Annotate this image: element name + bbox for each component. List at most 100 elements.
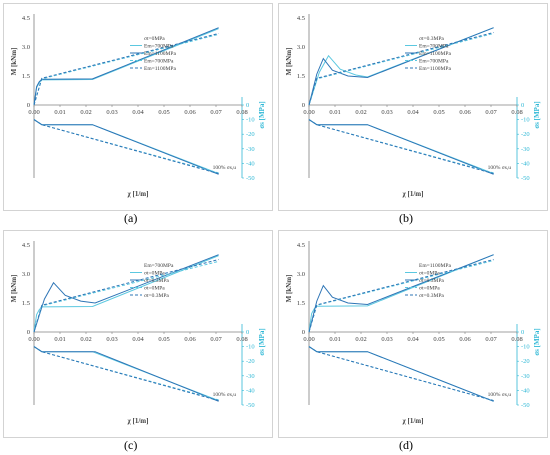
legend-label: Em=700MPa [144,44,174,50]
y2-tick-label: -40 [246,387,255,394]
annotation-label: 100% σs,u [213,165,237,171]
x-tick-label: 0.07 [485,336,497,343]
x-tick-label: 0.07 [485,109,497,116]
series-line [308,259,494,333]
x-axis-label: χ [1/m] [402,417,424,425]
x-tick-label: 0.05 [158,109,169,116]
legend-label: σt=0.3MPa [419,278,444,284]
y-axis-label: M [kNm] [10,275,18,303]
chart-svg: 0.00 0.01 0.02 0.03 0.04 0.05 0.06 0.07 0.0801.5… [10,14,266,198]
x-tick-label: 0.04 [132,109,144,116]
y2-tick-label: 0 [246,102,249,109]
x-tick-label: 0.05 [433,109,444,116]
legend-label: σt=0MPa [144,36,165,42]
y2-tick-label: -50 [246,175,255,182]
y-axis-label: M [kNm] [285,275,293,303]
x-tick-label: 0.04 [132,336,144,343]
y2-tick-label: -40 [246,160,255,167]
legend-label: Em=700MPa [419,44,449,50]
x-axis-label: χ [1/m] [402,190,424,198]
series-line [308,346,494,402]
y2-tick-label: -10 [246,117,255,124]
y2-tick-label: -40 [521,160,530,167]
x-tick-label: 0.06 [184,336,196,343]
y-tick-label: 3.0 [22,271,30,278]
x-tick-label: 0.00 [28,336,39,343]
panel-c: 0.00 0.01 0.02 0.03 0.04 0.05 0.06 0.07 0.08 0 1.5… [0,227,275,454]
y2-tick-label: -50 [521,175,530,182]
series-line [308,119,494,175]
x-tick-label: 0.00 [303,336,314,343]
series-line [33,346,219,402]
y2-tick-label: -30 [521,373,530,380]
chart-frame: 0.00 0.01 0.02 0.03 0.04 0.05 0.06 0.07 0.08 0 1.5… [3,3,273,211]
y2-tick-label: -50 [521,402,530,409]
panel-label: (c) [124,438,138,452]
y-tick-label: 4.5 [297,15,305,22]
chart-svg: 0.00 0.01 0.02 0.03 0.04 0.05 0.06 0.07 0.0801.5… [285,241,541,425]
legend-label: σt=0MPa [144,286,165,292]
y2-tick-label: -30 [521,146,530,153]
x-tick-label: 0.06 [184,109,196,116]
x-tick-label: 0.03 [106,336,117,343]
y-tick-label: 0 [27,102,30,109]
x-tick-label: 0.04 [407,336,419,343]
series-line [33,255,219,333]
panel-d: 0.00 0.01 0.02 0.03 0.04 0.05 0.06 0.07 0.08 0 1.5… [275,227,550,454]
y2-tick-label: -10 [521,344,530,351]
x-tick-label: 0.08 [511,109,522,116]
y2-tick-label: -20 [246,131,255,138]
y-tick-label: 4.5 [22,242,30,249]
x-axis-label: χ [1/m] [127,417,149,425]
y-tick-label: 1.5 [297,300,305,307]
panel-label: (b) [399,211,413,225]
y2-tick-label: 0 [521,102,524,109]
y2-tick-label: -10 [246,344,255,351]
x-tick-label: 0.08 [236,109,247,116]
y-tick-label: 0 [302,102,305,109]
legend-label: σt=0MPa [419,286,440,292]
y-tick-label: 4.5 [22,15,30,22]
series-line [33,346,219,402]
y2-axis-label: σs [MPa] [533,328,541,355]
series-line [33,27,219,106]
legend-label: σt=0MPa [144,271,165,277]
panel-b: 0.00 0.01 0.02 0.03 0.04 0.05 0.06 0.07 0.08 0 1.5… [275,0,550,227]
series-line [308,119,494,175]
x-tick-label: 0.02 [80,109,91,116]
chart-frame: 0.00 0.01 0.02 0.03 0.04 0.05 0.06 0.07 0.08 0 1.5… [3,230,273,438]
legend-label: Em=700MPa [144,59,174,65]
x-tick-label: 0.03 [381,109,392,116]
chart-frame: 0.00 0.01 0.02 0.03 0.04 0.05 0.06 0.07 0.08 0 1.5… [278,230,548,438]
y2-axis-label: σs [MPa] [258,101,266,128]
y-tick-label: 3.0 [297,44,305,51]
legend-label: Em=1100MPa [419,263,451,269]
x-tick-label: 0.06 [459,109,471,116]
x-tick-label: 0.00 [28,109,39,116]
y-axis-label: M [kNm] [285,48,293,76]
x-tick-label: 0.08 [236,336,247,343]
legend-label: Em=700MPa [144,263,174,269]
y-tick-label: 4.5 [297,242,305,249]
annotation-label: 100% σs,u [488,392,512,398]
x-tick-label: 0.08 [511,336,522,343]
y2-tick-label: -50 [246,402,255,409]
series-line [308,33,494,106]
series-line [33,33,219,106]
x-tick-label: 0.03 [381,336,392,343]
y2-tick-label: -30 [246,146,255,153]
series-line [33,119,219,174]
x-tick-label: 0.06 [459,336,471,343]
annotation-label: 100% σs,u [213,392,237,398]
legend-label: Em=700MPa [419,59,449,65]
series-line [33,33,219,106]
y-tick-label: 0 [27,329,30,336]
legend-label: σt=0.3MPa [419,293,444,299]
series-line [308,27,494,106]
series-line [308,346,494,402]
y2-tick-label: -30 [246,373,255,380]
y2-tick-label: 0 [246,329,249,336]
annotation-label: 100% σs,u [488,165,512,171]
y2-tick-label: -20 [246,358,255,365]
